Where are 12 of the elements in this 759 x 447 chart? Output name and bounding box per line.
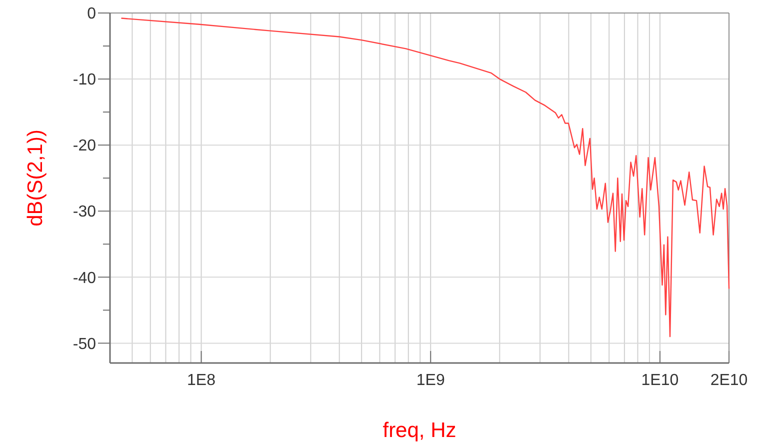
y-tick-label: -40: [72, 270, 96, 287]
y-tick-label: -50: [72, 336, 96, 353]
y-axis-title: dB(S(2,1)): [24, 130, 47, 226]
y-tick-label: -20: [72, 138, 96, 155]
y-tick-label: 0: [87, 6, 96, 23]
x-tick-label: 1E10: [641, 372, 679, 389]
y-tick-label: -30: [72, 204, 96, 221]
x-tick-label: 2E10: [710, 372, 748, 389]
x-tick-label: 1E9: [416, 372, 445, 389]
y-tick-label: -10: [72, 72, 96, 89]
x-axis-title: freq, Hz: [382, 419, 456, 442]
x-tick-label: 1E8: [187, 372, 216, 389]
